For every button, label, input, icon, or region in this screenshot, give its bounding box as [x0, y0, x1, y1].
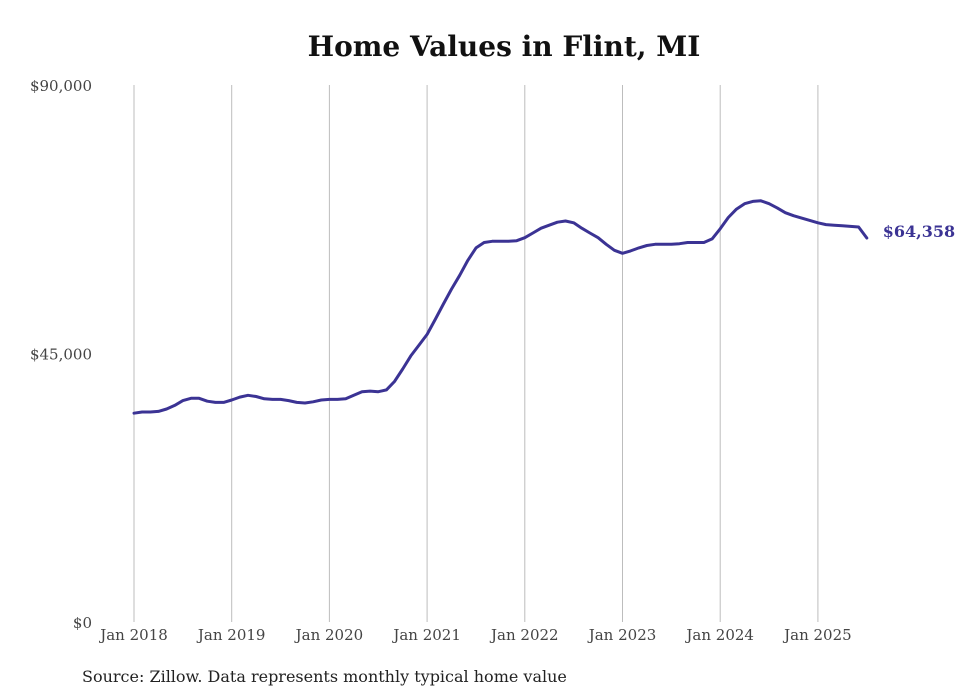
- x-tick-label: Jan 2021: [391, 626, 461, 644]
- x-tick-label: Jan 2018: [98, 626, 168, 644]
- series-line: [132, 199, 869, 415]
- y-tick-label: $0: [73, 614, 92, 632]
- plot-area: $64,358: [132, 199, 955, 415]
- source-note: Source: Zillow. Data represents monthly …: [82, 667, 567, 686]
- y-tick-label: $90,000: [30, 77, 92, 95]
- x-tick-label: Jan 2022: [489, 626, 559, 644]
- x-axis: Jan 2018 Jan 2019 Jan 2020 Jan 2021 Jan 2022…: [98, 626, 851, 644]
- x-tick-label: Jan 2024: [684, 626, 754, 644]
- y-axis: $0 $45,000 $90,000: [30, 77, 92, 632]
- end-value-label: $64,358: [883, 222, 955, 241]
- chart-title: Home Values in Flint, MI: [307, 30, 701, 63]
- x-tick-label: Jan 2020: [294, 626, 364, 644]
- y-tick-label: $45,000: [30, 346, 92, 364]
- x-tick-label: Jan 2023: [587, 626, 657, 644]
- x-tick-label: Jan 2019: [196, 626, 266, 644]
- gridlines: [133, 85, 819, 622]
- x-tick-label: Jan 2025: [782, 626, 852, 644]
